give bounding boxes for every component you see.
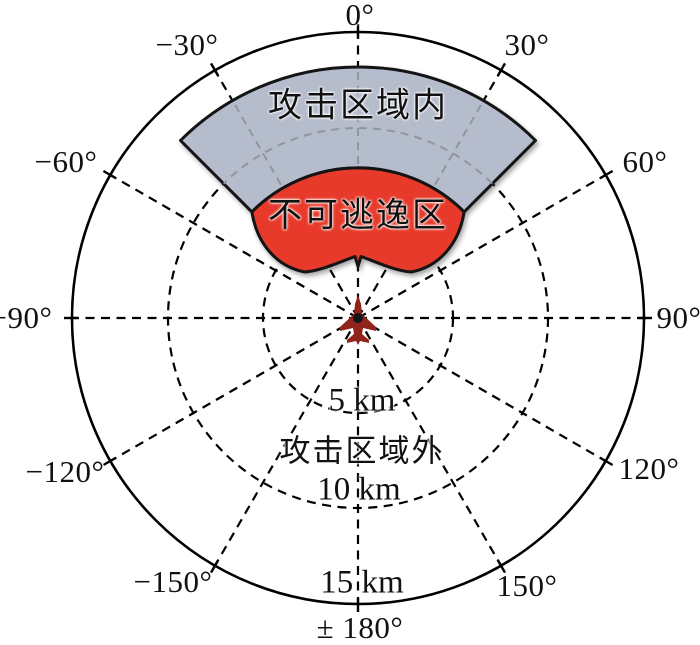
zone-label-no-escape: 不可逃逸区 bbox=[268, 197, 448, 235]
ring-label-5km: 5 km bbox=[328, 382, 396, 419]
center-dot bbox=[353, 313, 363, 323]
angle-label-m120: −120° bbox=[25, 454, 105, 489]
angle-label-m150: −150° bbox=[133, 564, 213, 599]
angle-label-90: 90° bbox=[656, 300, 700, 335]
angle-label-150: 150° bbox=[496, 568, 558, 603]
angle-label-m90: −90° bbox=[0, 300, 53, 335]
angle-label-180: ± 180° bbox=[316, 610, 404, 645]
zone-label-outside-attack-area: 攻击区域外 bbox=[279, 433, 445, 469]
angle-label-m30: −30° bbox=[155, 27, 219, 62]
angle-label-120: 120° bbox=[618, 451, 680, 486]
angle-ticks bbox=[64, 24, 652, 612]
zone-label-inside-attack-area: 攻击区域内 bbox=[268, 87, 448, 125]
angle-label-30: 30° bbox=[504, 27, 550, 62]
angle-label-60: 60° bbox=[622, 144, 668, 179]
ring-label-15km: 15 km bbox=[320, 564, 404, 601]
ring-label-10km: 10 km bbox=[317, 471, 401, 508]
angle-label-m60: −60° bbox=[34, 144, 98, 179]
no-escape-zone-sector bbox=[250, 166, 466, 274]
fighter-aircraft-icon bbox=[340, 295, 376, 345]
angle-label-0: 0° bbox=[345, 0, 375, 32]
